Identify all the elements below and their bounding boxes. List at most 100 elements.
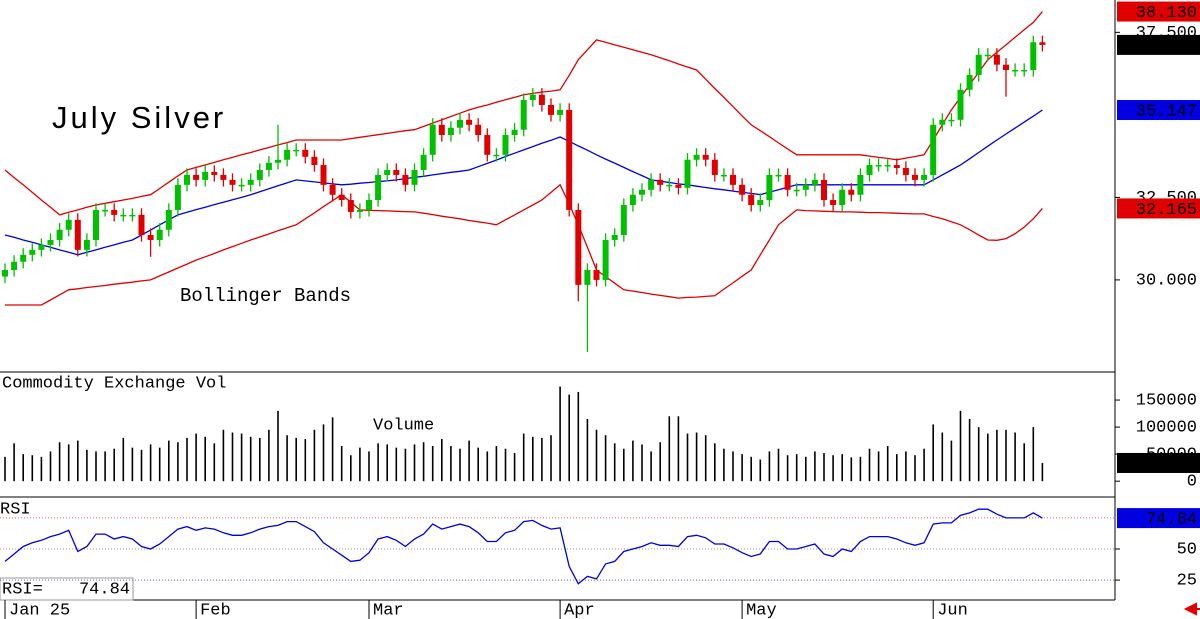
candle-body: [302, 149, 309, 157]
candle-body: [848, 189, 855, 195]
value-label: 74.84: [1146, 511, 1197, 530]
candle-body: [548, 104, 554, 115]
y-tick-label: 100000: [1136, 419, 1197, 438]
candle-body: [38, 244, 45, 250]
candle-body: [193, 174, 200, 180]
candle-body: [620, 204, 627, 236]
candle-body: [83, 239, 90, 250]
candle-body: [275, 159, 281, 163]
candle-body: [356, 209, 363, 212]
candle-body: [875, 165, 882, 167]
candle-body: [857, 174, 864, 195]
annotation: Volume: [373, 416, 434, 435]
candle-body: [775, 174, 782, 177]
value-label: 32.165: [1136, 201, 1197, 220]
candle-body: [893, 165, 900, 169]
candle-body: [602, 239, 609, 280]
candle-body: [411, 169, 418, 185]
candle-body: [2, 270, 8, 277]
candle-body: [702, 154, 709, 160]
candle-body: [948, 119, 955, 122]
candle-body: [1039, 42, 1046, 45]
value-label: 38.130: [1136, 4, 1197, 23]
value-label: 35.147: [1136, 102, 1197, 121]
candle-body: [739, 184, 746, 195]
candle-body: [347, 200, 354, 212]
candle-body: [957, 89, 964, 120]
chart-title: July Silver: [52, 100, 226, 135]
readout-box: [0, 577, 134, 601]
candle-body: [111, 209, 118, 215]
candle-body: [265, 162, 272, 170]
candle-body: [120, 214, 127, 217]
candle-body: [930, 124, 937, 175]
candle-body: [384, 169, 391, 175]
candle-body: [147, 235, 154, 240]
candle-body: [93, 209, 99, 240]
candle-body: [793, 189, 800, 192]
candle-body: [229, 179, 236, 185]
candle-body: [821, 179, 827, 201]
x-tick-label: Jun: [937, 601, 968, 619]
candle-body: [56, 229, 63, 240]
candle-body: [529, 94, 536, 101]
candle-body: [711, 159, 718, 175]
candle-body: [975, 54, 982, 75]
candle-body: [138, 214, 145, 236]
candle-body: [538, 94, 545, 105]
y-tick-label: 25: [1177, 572, 1197, 591]
candle-body: [811, 179, 818, 185]
candle-body: [593, 270, 600, 280]
candle-body: [1021, 69, 1028, 72]
value-label: 33667: [1146, 455, 1197, 474]
candle-body: [657, 179, 664, 185]
candle-body: [129, 214, 136, 217]
candle-body: [584, 270, 591, 285]
candle-body: [939, 119, 946, 125]
candle-body: [284, 149, 291, 160]
candle-body: [256, 169, 263, 180]
candle-body: [238, 184, 245, 187]
candle-body: [984, 54, 991, 57]
candle-body: [675, 184, 682, 188]
candle-body: [611, 235, 618, 240]
candle-body: [366, 200, 372, 210]
candle-body: [730, 174, 736, 185]
value-box: [1117, 100, 1200, 121]
candle-body: [921, 174, 928, 180]
candle-body: [320, 165, 327, 185]
value-box: [1117, 508, 1200, 529]
candle-body: [511, 129, 518, 136]
candle-body: [447, 127, 454, 136]
candle-body: [520, 100, 527, 130]
panel-title: RSI: [0, 500, 31, 519]
candle-body: [466, 119, 473, 125]
x-tick-label: Jan 25: [9, 601, 70, 619]
candle-body: [502, 135, 509, 155]
rsi-line: [4, 508, 1043, 585]
candle-body: [20, 254, 27, 262]
x-tick-label: Mar: [373, 601, 404, 619]
candle-body: [748, 194, 755, 205]
candle-body: [402, 174, 409, 185]
candle-body: [165, 209, 172, 230]
candle-body: [912, 174, 918, 180]
candle-body: [102, 209, 109, 212]
candle-body: [393, 169, 400, 175]
x-tick-label: May: [746, 601, 777, 619]
candle-body: [420, 154, 427, 170]
candle-body: [211, 171, 218, 175]
candle-body: [884, 165, 891, 167]
scroll-arrow[interactable]: [1183, 602, 1200, 616]
candle-body: [220, 174, 227, 180]
candle-body: [666, 184, 673, 187]
readout-value: 74.84: [79, 580, 130, 599]
candle-body: [247, 179, 254, 185]
candle-body: [429, 124, 436, 155]
y-tick-label: 50: [1177, 540, 1197, 559]
candle-body: [757, 200, 764, 205]
band-line: [5, 183, 1043, 306]
candle-body: [65, 219, 72, 230]
candle-body: [684, 159, 691, 188]
